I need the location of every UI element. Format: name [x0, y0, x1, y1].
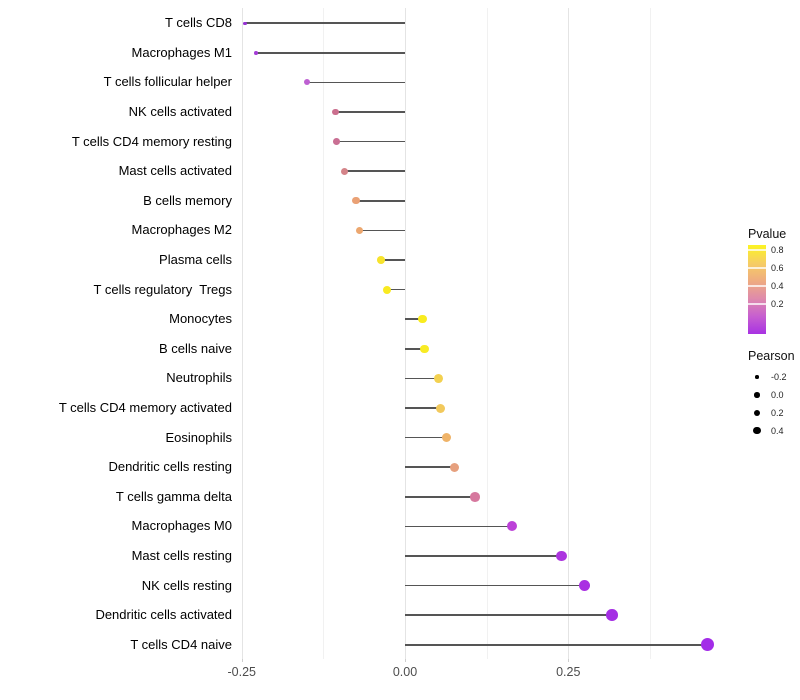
category-label: T cells CD4 naive [130, 636, 232, 652]
pvalue-tick-label: 0.6 [771, 263, 784, 273]
lollipop-stick [256, 51, 405, 54]
gridline-minor [323, 8, 325, 659]
data-point-dot [436, 403, 446, 413]
lollipop-stick [405, 555, 562, 557]
category-label: Macrophages M1 [131, 44, 232, 60]
pearson-legend-title: Pearson [748, 349, 795, 363]
lollipop-stick [405, 495, 475, 498]
x-tick-label: 0.00 [392, 665, 418, 679]
category-label: T cells CD4 memory activated [58, 400, 232, 415]
category-label: Macrophages M2 [131, 222, 232, 238]
lollipop-stick [245, 22, 405, 25]
category-label: B cells naive [159, 340, 232, 356]
pvalue-gradient-bar [748, 245, 766, 334]
data-point-dot [449, 462, 460, 472]
data-point-dot [303, 79, 311, 86]
lollipop-stick [336, 140, 405, 143]
pvalue-bar-tick [748, 249, 766, 251]
category-label: Plasma cells [159, 252, 232, 267]
pearson-legend-dot [753, 409, 761, 417]
lollipop-stick [387, 288, 405, 291]
data-point-dot [383, 285, 392, 294]
pvalue-bar-tick [748, 303, 766, 305]
x-axis-tick [568, 659, 570, 662]
data-point-dot [355, 226, 363, 235]
gridline-major [241, 8, 243, 659]
data-point-dot [376, 256, 385, 264]
category-label: B cells memory [143, 192, 232, 208]
category-label: T cells regulatory Tregs [93, 281, 232, 297]
lollipop-stick [405, 614, 612, 617]
category-label: T cells follicular helper [103, 74, 232, 90]
category-label: Macrophages M0 [131, 518, 232, 534]
pvalue-tick-label: 0.4 [771, 281, 784, 291]
lollipop-stick [405, 407, 441, 409]
pearson-legend-dot [754, 392, 760, 398]
data-point-dot [701, 638, 715, 652]
category-label: T cells CD4 memory resting [71, 133, 232, 149]
data-point-dot [420, 344, 429, 354]
gridline-major [405, 8, 406, 659]
data-point-dot [341, 167, 349, 175]
lollipop-stick [344, 170, 405, 173]
category-label: Eosinophils [165, 429, 233, 445]
pearson-tick-label: -0.2 [771, 372, 787, 382]
data-point-dot [418, 314, 427, 324]
gridline-major [568, 8, 570, 659]
category-label: NK cells activated [128, 104, 232, 119]
lollipop-stick [335, 111, 405, 113]
lollipop-stick [405, 643, 708, 646]
lollipop-stick [380, 259, 405, 261]
category-label: Mast cells resting [131, 548, 232, 563]
lollipop-stick [405, 377, 439, 380]
lollipop-stick [405, 525, 513, 528]
data-point-dot [578, 580, 591, 592]
category-label: NK cells resting [141, 577, 232, 593]
lollipop-stick [359, 229, 405, 232]
pearson-legend-dot [753, 426, 761, 435]
category-label: T cells gamma delta [115, 488, 232, 504]
category-label: T cells CD8 [165, 15, 232, 31]
pvalue-tick-label: 0.8 [771, 245, 784, 255]
lollipop-stick [405, 584, 585, 587]
data-point-dot [506, 521, 518, 532]
data-point-dot [606, 609, 618, 621]
data-point-dot [352, 197, 360, 205]
pearson-tick-label: 0.4 [771, 425, 784, 436]
category-label: Dendritic cells activated [95, 607, 232, 623]
lollipop-stick [356, 199, 405, 202]
x-axis-tick [405, 659, 406, 662]
pvalue-legend-title: Pvalue [748, 227, 787, 241]
pvalue-tick-label: 0.2 [771, 299, 784, 309]
lollipop-stick [405, 347, 425, 350]
category-label: Mast cells activated [118, 163, 232, 179]
pearson-tick-label: 0.0 [771, 390, 784, 400]
pvalue-bar-tick [748, 285, 766, 287]
category-label: Dendritic cells resting [108, 459, 232, 475]
lollipop-stick [405, 436, 447, 439]
category-label: Neutrophils [166, 370, 232, 386]
x-axis-tick [241, 659, 243, 662]
x-tick-label: -0.25 [227, 665, 257, 679]
data-point-dot [243, 21, 247, 25]
lollipop-stick [405, 318, 423, 321]
data-point-dot [555, 550, 567, 562]
gridline-minor [486, 8, 488, 659]
x-tick-label: 0.25 [556, 665, 581, 679]
category-label: Monocytes [169, 311, 232, 327]
data-point-dot [433, 373, 443, 383]
lollipop-stick [307, 81, 405, 84]
lollipop-stick [405, 466, 455, 469]
data-point-dot [332, 108, 340, 116]
pearson-tick-label: 0.2 [771, 408, 784, 418]
gridline-minor [649, 8, 651, 659]
data-point-dot [333, 138, 340, 145]
data-point-dot [442, 433, 452, 443]
pvalue-bar-tick [748, 267, 766, 269]
data-point-dot [470, 492, 480, 502]
data-point-dot [254, 50, 258, 55]
pearson-legend-dot [755, 375, 759, 379]
